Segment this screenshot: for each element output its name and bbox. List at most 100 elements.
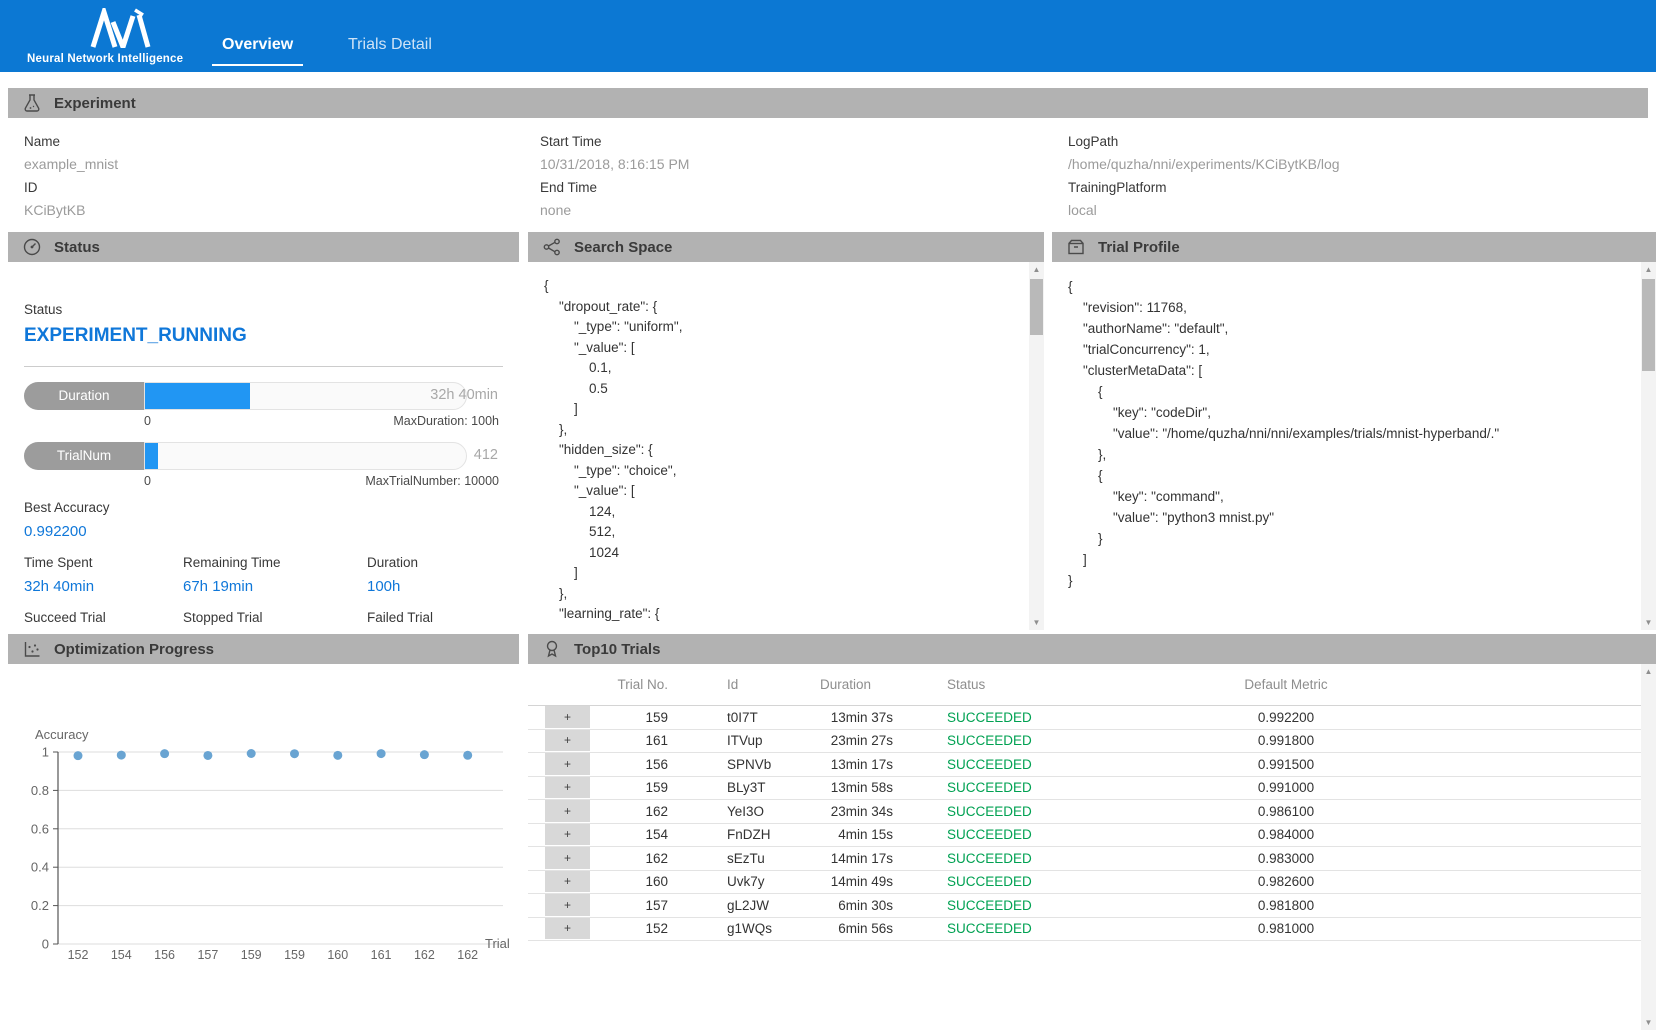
top-nav: Neural Network Intelligence Overview Tri… [0, 0, 1656, 72]
cell-trial-no: 161 [645, 733, 668, 749]
search-space-json: { "dropout_rate": { "_type": "uniform", … [544, 278, 683, 621]
col-header-duration: Duration [819, 677, 872, 692]
trialnum-bar-value: 412 [473, 447, 498, 463]
cell-id: ITVup [727, 733, 763, 749]
cell-default-metric: 0.983000 [1257, 850, 1315, 866]
scroll-down-icon[interactable]: ▼ [1644, 618, 1653, 627]
table-row: + 161 ITVup 23min 27s SUCCEEDED 0.991800 [528, 729, 1656, 753]
expand-row-button[interactable]: + [545, 753, 590, 776]
trial-profile-header: Trial Profile [1052, 232, 1656, 262]
svg-text:157: 157 [197, 948, 218, 962]
duration-progress: Duration 32h 40min [24, 382, 503, 410]
cell-duration: 13min 37s [830, 709, 893, 725]
experiment-col-2: Start Time 10/31/2018, 8:16:15 PM End Ti… [540, 130, 689, 222]
cell-default-metric: 0.986100 [1257, 803, 1315, 819]
expand-cell: + [528, 894, 590, 917]
stat-value: 32h 40min [24, 578, 95, 595]
scroll-up-icon[interactable]: ▲ [1032, 265, 1041, 274]
cell-duration: 14min 17s [830, 850, 893, 866]
cell-duration: 13min 58s [830, 780, 893, 796]
cell-trial-no: 162 [645, 803, 668, 819]
table-row: + 162 YeI3O 23min 34s SUCCEEDED 0.986100 [528, 800, 1656, 824]
expand-row-button[interactable]: + [545, 776, 590, 799]
cell-default-metric: 0.992200 [1257, 709, 1315, 725]
svg-text:152: 152 [68, 948, 89, 962]
table-row: + 157 gL2JW 6min 30s SUCCEEDED 0.981800 [528, 894, 1656, 918]
expand-row-button[interactable]: + [545, 847, 590, 870]
expand-cell: + [528, 729, 590, 752]
top-trials-scrollbar[interactable]: ▲ ▼ [1641, 664, 1656, 1030]
col-header-status: Status [947, 677, 986, 692]
expand-cell: + [528, 847, 590, 870]
field-value: none [540, 202, 572, 218]
table-row: + 159 t0I7T 13min 37s SUCCEEDED 0.992200 [528, 706, 1656, 730]
optimization-chart: Accuracy 1 0.8 0.6 0.4 0.2 0 152 154 156 157 159 159… [31, 727, 510, 962]
cell-status: SUCCEEDED [947, 803, 1032, 819]
top-trials-panel: Top10 Trials Trial No. Id Duration Statu… [528, 634, 1656, 1030]
svg-text:0.8: 0.8 [31, 783, 49, 798]
trial-profile-scrollbar[interactable]: ▲ ▼ [1641, 262, 1656, 630]
cell-default-metric: 0.982600 [1257, 874, 1315, 890]
svg-text:Accuracy: Accuracy [35, 727, 89, 742]
trialnum-bar-range: 0 MaxTrialNumber: 10000 [144, 474, 499, 488]
expand-row-button[interactable]: + [545, 729, 590, 752]
svg-text:156: 156 [154, 948, 175, 962]
table-row: + 160 Uvk7y 14min 49s SUCCEEDED 0.982600 [528, 870, 1656, 894]
cell-status: SUCCEEDED [947, 733, 1032, 749]
expand-row-button[interactable]: + [545, 706, 590, 729]
col-header-default-metric: Default Metric [1244, 677, 1328, 692]
scroll-up-icon[interactable]: ▲ [1644, 265, 1653, 274]
scroll-down-icon[interactable]: ▼ [1644, 1018, 1653, 1027]
medal-icon [546, 640, 558, 658]
experiment-header: Experiment [8, 88, 1648, 118]
tab-overview[interactable]: Overview [211, 36, 304, 66]
stat-label: Remaining Time [183, 555, 281, 570]
nni-logo-icon [90, 8, 151, 48]
expand-row-button[interactable]: + [545, 823, 590, 846]
trialnum-progress: TrialNum 412 [24, 442, 503, 470]
search-space-scrollbar[interactable]: ▲ ▼ [1029, 262, 1044, 630]
scatter-chart-icon [24, 642, 40, 657]
svg-text:1: 1 [42, 745, 49, 760]
scroll-up-icon[interactable]: ▲ [1644, 667, 1653, 676]
cell-status: SUCCEEDED [947, 709, 1032, 725]
expand-cell: + [528, 870, 590, 893]
gauge-icon [23, 238, 41, 256]
optimization-panel: Optimization Progress Accuracy 1 0.8 0.6 0.4… [8, 634, 519, 1030]
cell-id: t0I7T [727, 709, 758, 725]
top-trials-header: Top10 Trials [528, 634, 1656, 664]
cell-default-metric: 0.991000 [1257, 780, 1315, 796]
cell-default-metric: 0.984000 [1257, 827, 1315, 843]
scrollbar-thumb[interactable] [1030, 279, 1043, 335]
cell-trial-no: 160 [645, 874, 668, 890]
expand-row-button[interactable]: + [545, 894, 590, 917]
scrollbar-thumb[interactable] [1642, 279, 1655, 371]
field-value: /home/quzha/nni/experiments/KCiBytKB/log [1068, 156, 1340, 172]
trialnum-bar-label: TrialNum [24, 442, 144, 470]
brand-text: Neural Network Intelligence [27, 53, 184, 65]
cell-id: sEzTu [727, 850, 765, 866]
field-value: 10/31/2018, 8:16:15 PM [540, 156, 690, 172]
expand-row-button[interactable]: + [545, 800, 590, 823]
expand-cell: + [528, 706, 590, 729]
svg-text:159: 159 [284, 948, 305, 962]
cell-status: SUCCEEDED [947, 827, 1032, 843]
expand-row-button[interactable]: + [545, 917, 590, 940]
svg-text:154: 154 [111, 948, 132, 962]
svg-text:161: 161 [371, 948, 392, 962]
tab-trials-detail[interactable]: Trials Detail [348, 36, 432, 53]
expand-cell: + [528, 753, 590, 776]
status-header: Status [8, 232, 519, 262]
svg-text:162: 162 [457, 948, 478, 962]
field-value: example_mnist [24, 156, 119, 172]
status-panel: Status Status EXPERIMENT_RUNNING Duratio… [8, 232, 519, 650]
expand-row-button[interactable]: + [545, 870, 590, 893]
cell-trial-no: 159 [645, 780, 668, 796]
scroll-down-icon[interactable]: ▼ [1032, 618, 1041, 627]
cell-trial-no: 157 [645, 897, 668, 913]
stat-label: Failed Trial [367, 610, 434, 625]
cell-id: FnDZH [727, 827, 771, 843]
svg-text:162: 162 [414, 948, 435, 962]
cell-id: gL2JW [727, 897, 770, 913]
experiment-col-3: LogPath /home/quzha/nni/experiments/KCiB… [1068, 130, 1340, 222]
